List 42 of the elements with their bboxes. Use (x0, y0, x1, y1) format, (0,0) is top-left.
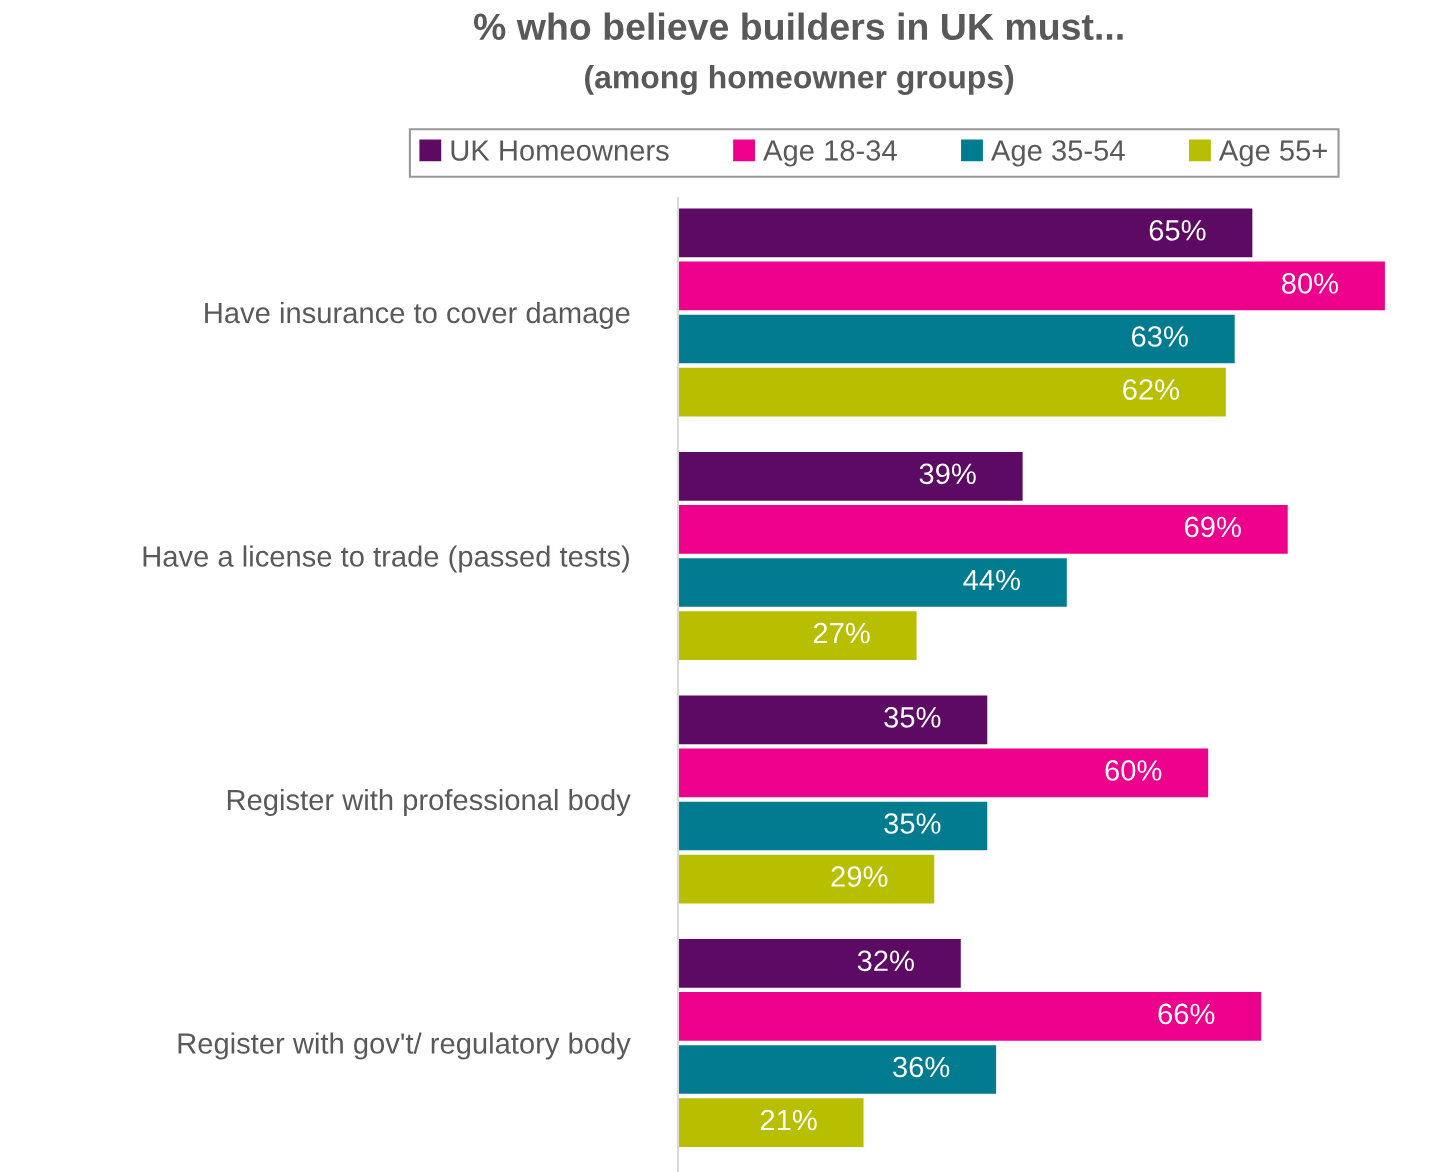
data-label: 44% (963, 569, 1020, 591)
data-label: 32% (857, 950, 914, 972)
data-label: 69% (1185, 516, 1241, 538)
data-label: 80% (1282, 273, 1339, 294)
data-label: 39% (919, 463, 976, 485)
chart-subtitle: (among homeowner groups) (585, 65, 1014, 95)
bar (678, 558, 1067, 607)
bar (678, 1045, 997, 1094)
chart-title: % who believe builders in UK must... (473, 12, 1123, 41)
bar (678, 854, 935, 904)
bar (678, 451, 1023, 501)
data-label: 66% (1158, 1003, 1215, 1025)
data-label: 62% (1123, 379, 1180, 400)
legend-label: Age 18-34 (763, 140, 897, 167)
bar (678, 938, 961, 988)
data-label: 35% (884, 707, 941, 728)
bar (678, 1098, 864, 1147)
legend-label: UK Homeowners (451, 140, 669, 161)
data-label: 35% (884, 813, 941, 834)
data-label: 63% (1132, 326, 1188, 347)
data-label: 27% (813, 622, 870, 644)
bar (678, 695, 988, 745)
bar (678, 801, 988, 851)
bar (678, 367, 1226, 417)
bar (678, 505, 1288, 554)
data-label: 65% (1149, 220, 1206, 241)
bar (678, 208, 1253, 258)
bar (678, 992, 1262, 1041)
bar (678, 261, 1385, 311)
bar (678, 748, 1209, 798)
y-tick-label: Register with professional body (227, 788, 631, 817)
bar (678, 611, 917, 660)
data-label: 60% (1105, 760, 1162, 781)
legend-label: Age 55+ (1218, 140, 1327, 167)
data-label: 36% (893, 1056, 950, 1078)
data-label: 21% (760, 1109, 817, 1131)
y-tick-label: Have insurance to cover damage (205, 301, 630, 330)
legend-label: Age 35-54 (991, 140, 1125, 167)
bar (678, 314, 1235, 364)
data-label: 29% (831, 866, 888, 887)
y-tick-label: Have a license to trade (passed tests) (143, 545, 629, 573)
y-tick-label: Register with gov't/ regulatory body (178, 1032, 631, 1060)
